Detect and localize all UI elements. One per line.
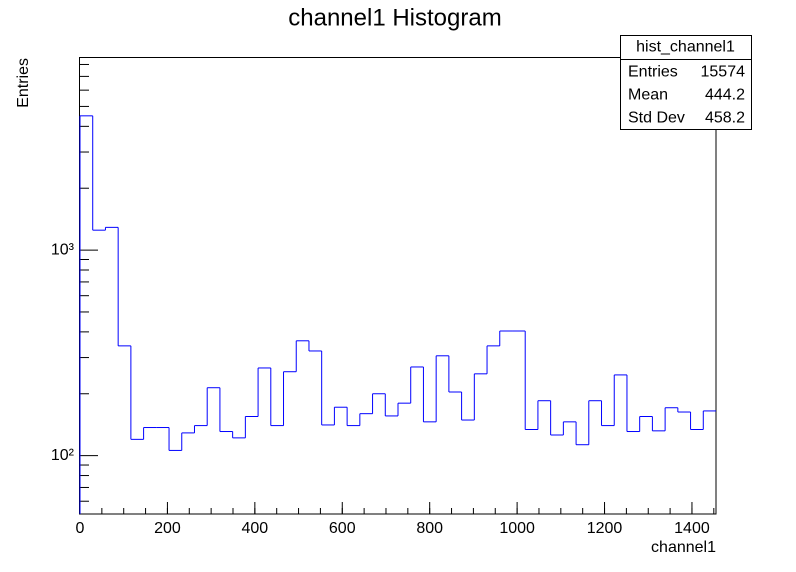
stats-title: hist_channel1 [636, 39, 735, 56]
x-tick-label: 1200 [587, 520, 623, 537]
stats-value: 444.2 [705, 87, 745, 104]
x-tick-label: 800 [416, 520, 443, 537]
y-axis-label: Entries [15, 58, 32, 108]
stats-box [620, 35, 752, 130]
x-tick-label: 1000 [499, 520, 535, 537]
stats-label: Entries [628, 64, 678, 81]
stats-value: 458.2 [705, 110, 745, 127]
x-tick-label: 400 [241, 520, 268, 537]
stats-label: Std Dev [628, 110, 685, 127]
x-tick-label: 0 [76, 520, 85, 537]
y-tick-label: 10³ [51, 241, 75, 258]
x-tick-label: 1400 [674, 520, 710, 537]
stats-value: 15574 [701, 64, 746, 81]
x-axis-label: channel1 [651, 539, 716, 556]
y-tick-label: 10² [51, 447, 75, 464]
x-tick-label: 200 [154, 520, 181, 537]
x-tick-label: 600 [329, 520, 356, 537]
stats-label: Mean [628, 87, 668, 104]
chart-title: channel1 Histogram [288, 4, 501, 31]
